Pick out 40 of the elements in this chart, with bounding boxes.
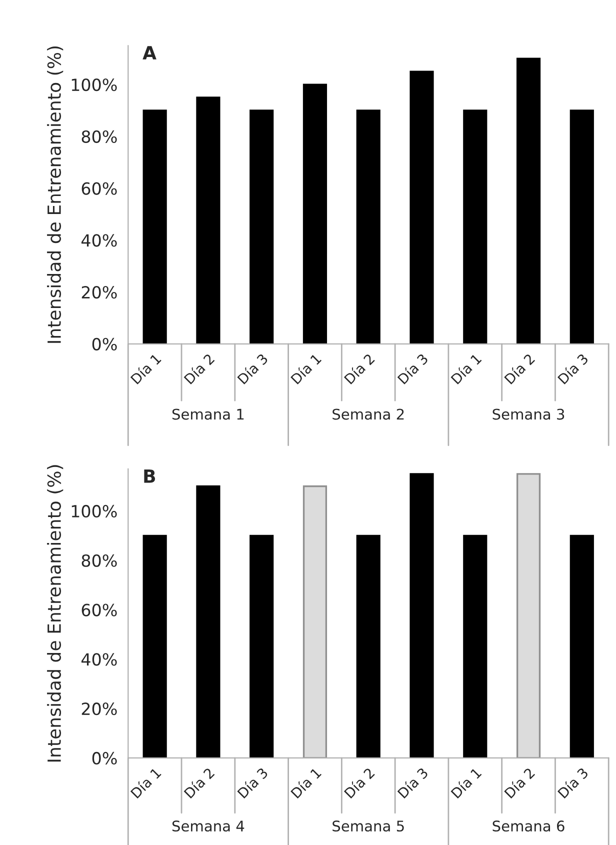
x-tick-label: Día 3: [396, 352, 429, 385]
y-tick-label: 100%: [72, 78, 117, 92]
y-axis-title: Intensidad de Entrenamiento (%): [47, 46, 64, 343]
chart-title: A: [142, 46, 156, 60]
y-tick-label: 100%: [72, 504, 117, 518]
y-tick-label: 80%: [82, 130, 117, 143]
y-tick-label: 80%: [82, 554, 117, 567]
x-tick-label: Día 2: [343, 766, 375, 799]
x-tick-label: Día 1: [130, 352, 162, 385]
text: Semana 5: [332, 820, 404, 832]
text: Semana 3: [492, 408, 564, 420]
x-tick-label: Día 1: [130, 766, 162, 799]
x-tick-label: Día 1: [450, 352, 482, 385]
text: Semana 4: [172, 820, 244, 832]
x-tick-label: Día 3: [236, 352, 268, 385]
y-tick-label: 20%: [82, 702, 117, 716]
x-tick-label: Día 2: [503, 766, 536, 799]
text: Semana 1: [172, 408, 244, 420]
y-tick-label: 60%: [82, 182, 117, 195]
y-tick-label: 40%: [81, 234, 117, 247]
x-tick-label: Día 3: [556, 766, 589, 799]
text: Semana 2: [332, 408, 404, 420]
y-tick-label: 40%: [81, 653, 117, 666]
y-axis-title: Intensidad de Entrenamiento (%): [47, 465, 64, 762]
x-tick-label: Día 2: [183, 352, 215, 385]
x-tick-label: Día 3: [396, 766, 429, 799]
x-tick-label: Día 1: [450, 766, 482, 799]
x-tick-label: Día 2: [183, 766, 215, 799]
x-tick-label: Día 3: [236, 766, 268, 799]
y-tick-label: 20%: [82, 286, 117, 299]
text: Semana 6: [492, 820, 564, 832]
chart-title: B: [144, 470, 156, 483]
y-tick-label: 0%: [92, 752, 117, 765]
x-tick-label: Día 2: [503, 352, 536, 385]
y-tick-label: 0%: [92, 338, 117, 350]
x-tick-label: Día 2: [343, 352, 375, 385]
x-tick-label: Día 3: [556, 352, 589, 385]
y-tick-label: 60%: [82, 604, 117, 616]
x-tick-label: Día 1: [290, 766, 322, 799]
x-tick-label: Día 1: [290, 352, 322, 385]
